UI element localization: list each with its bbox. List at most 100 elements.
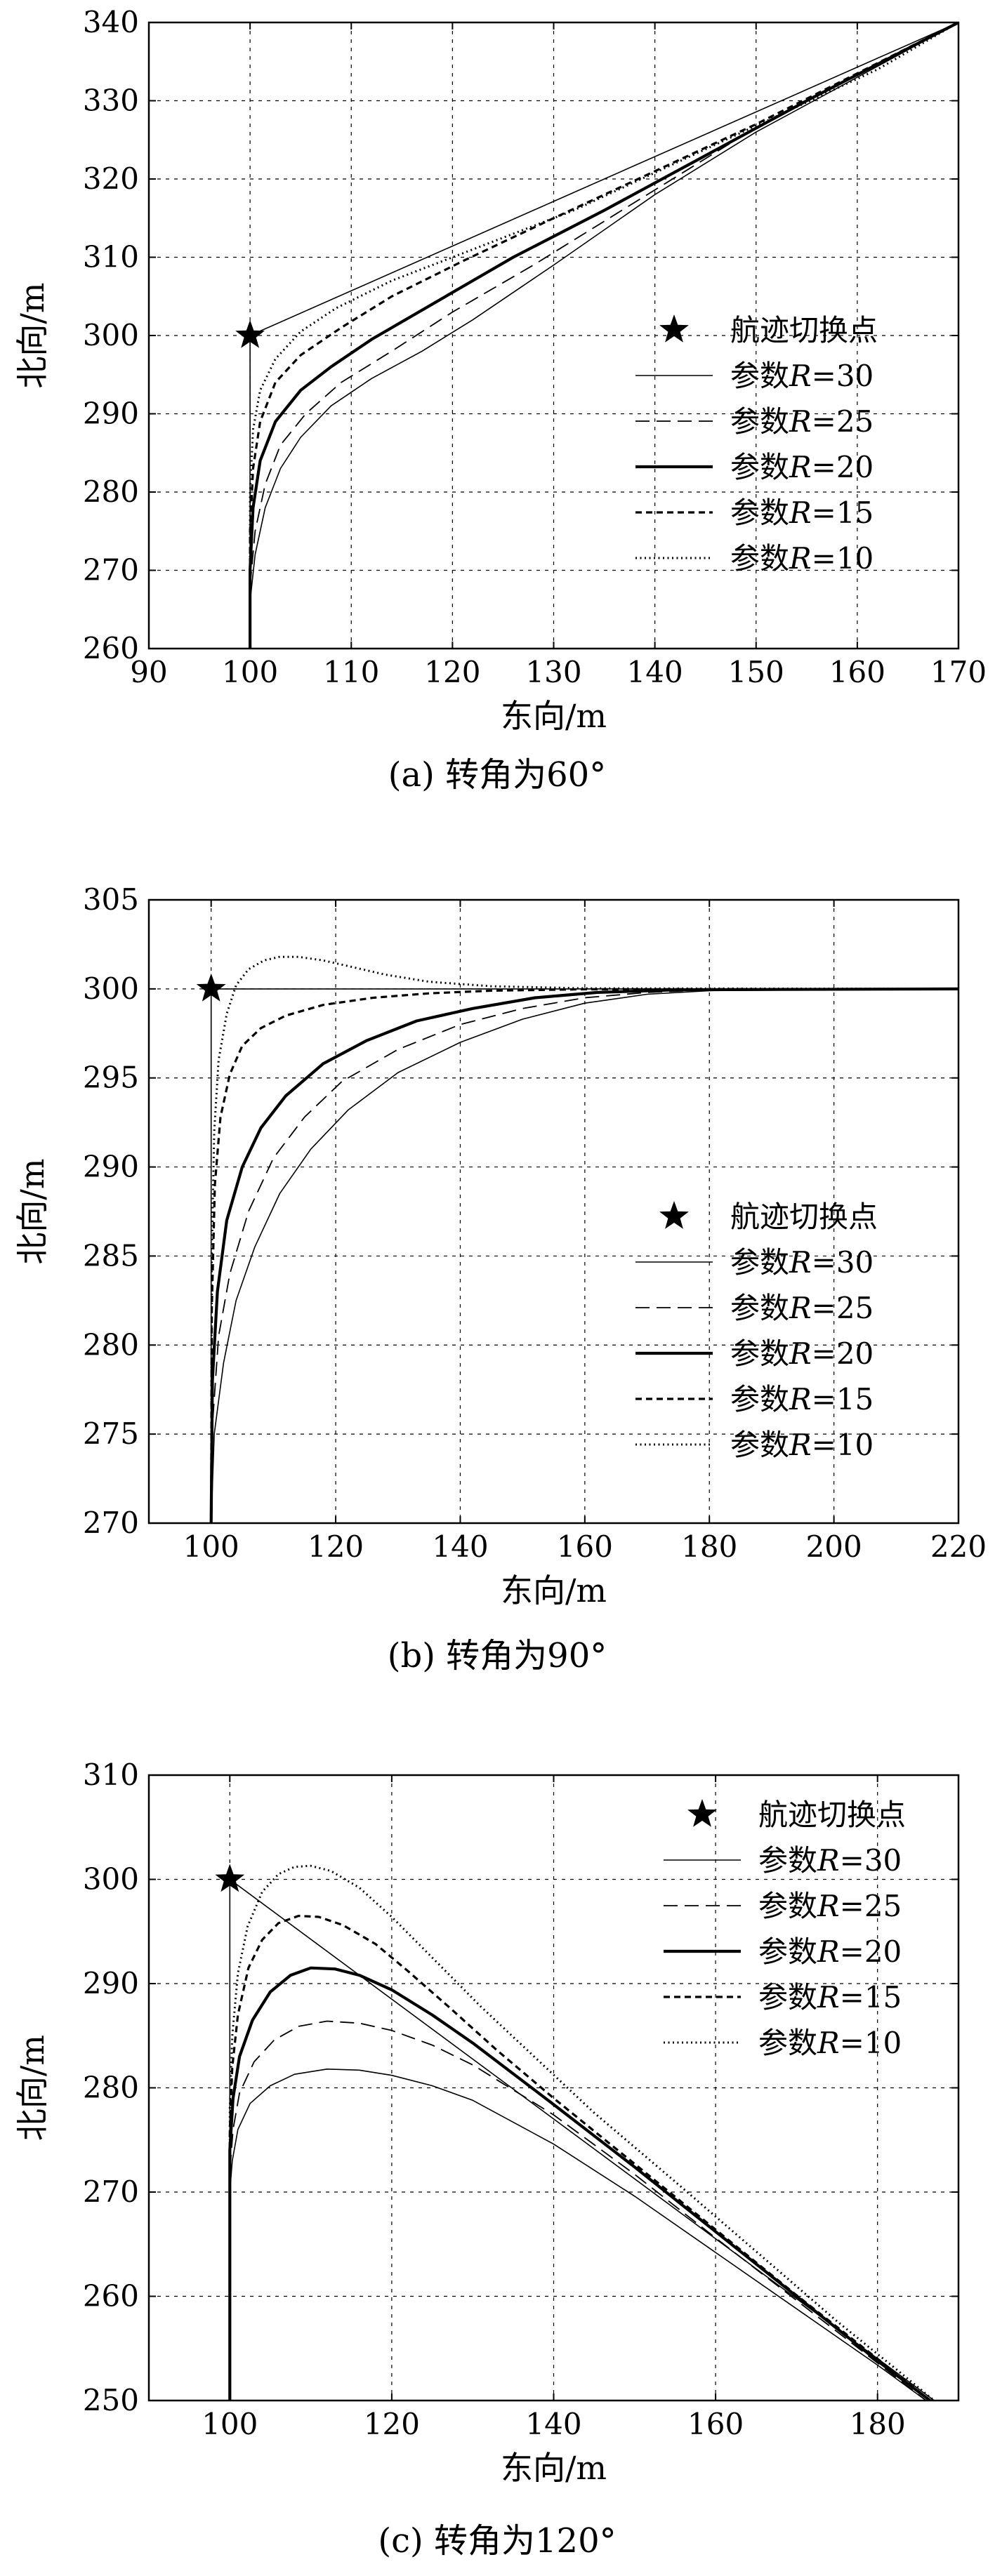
legend-label: 参数R=15 bbox=[730, 496, 874, 530]
legend-label: 参数R=30 bbox=[730, 1245, 874, 1280]
legend-label: 参数R=25 bbox=[730, 404, 874, 439]
legend-label: 参数R=25 bbox=[758, 1889, 902, 1923]
chart-panel: 100 120 140 160 180 250 260 270 280 290 300 310 东向/m… bbox=[13, 1758, 960, 2561]
x-tick-label: 100 bbox=[222, 655, 278, 689]
x-tick-label: 180 bbox=[850, 2407, 906, 2441]
x-tick-label: 140 bbox=[627, 655, 683, 689]
y-tick-label: 260 bbox=[83, 631, 139, 665]
x-tick-label: 130 bbox=[525, 655, 581, 689]
chart-caption: (c) 转角为120° bbox=[378, 2521, 616, 2561]
y-tick-label: 275 bbox=[83, 1416, 139, 1451]
y-tick-label: 270 bbox=[83, 2175, 139, 2209]
y-tick-label: 290 bbox=[83, 1150, 139, 1184]
chart-caption: (b) 转角为90° bbox=[388, 1636, 607, 1675]
x-tick-label: 140 bbox=[525, 2407, 581, 2441]
switch-point-marker bbox=[215, 1864, 245, 1892]
y-tick-label: 280 bbox=[83, 474, 139, 509]
chart-panel: 100 120 140 160 180 200 220 270 275 280 285 290 295 3… bbox=[13, 882, 987, 1675]
series-line bbox=[210, 955, 958, 1523]
legend-label: 参数R=10 bbox=[730, 541, 874, 576]
y-axis-label: 北向/m bbox=[13, 282, 51, 388]
y-tick-label: 270 bbox=[83, 1506, 139, 1540]
legend-label: 参数R=15 bbox=[758, 1980, 902, 2014]
x-axis-label: 东向/m bbox=[501, 697, 607, 735]
axes-frame bbox=[147, 898, 960, 1525]
y-tick-label: 300 bbox=[83, 971, 139, 1006]
y-axis-label: 北向/m bbox=[13, 2035, 51, 2141]
x-tick-label: 220 bbox=[930, 1529, 987, 1564]
legend-label: 航迹切换点 bbox=[730, 1200, 878, 1234]
series-line bbox=[209, 987, 958, 1523]
series-line bbox=[249, 22, 958, 649]
y-tick-label: 300 bbox=[83, 318, 139, 352]
y-tick-label: 270 bbox=[83, 553, 139, 587]
x-tick-label: 100 bbox=[183, 1529, 239, 1564]
series-line bbox=[210, 988, 958, 1523]
x-tick-label: 120 bbox=[424, 655, 480, 689]
y-tick-label: 260 bbox=[83, 2279, 139, 2313]
y-tick-label: 320 bbox=[83, 161, 139, 196]
x-tick-label: 100 bbox=[202, 2407, 258, 2441]
legend-label: 参数R=10 bbox=[758, 2026, 902, 2060]
y-tick-label: 280 bbox=[83, 1327, 139, 1362]
x-tick-label: 200 bbox=[806, 1529, 862, 1564]
x-axis-label: 东向/m bbox=[501, 1572, 607, 1609]
x-tick-label: 160 bbox=[557, 1529, 613, 1564]
x-tick-label: 120 bbox=[364, 2407, 420, 2441]
series-line bbox=[229, 2020, 927, 2401]
y-tick-label: 330 bbox=[83, 84, 139, 118]
y-tick-label: 295 bbox=[83, 1061, 139, 1095]
legend-label: 参数R=20 bbox=[730, 1336, 874, 1371]
series-line bbox=[228, 1966, 931, 2401]
series-line bbox=[249, 22, 958, 649]
legend-label: 航迹切换点 bbox=[758, 1798, 906, 1832]
y-tick-label: 290 bbox=[83, 1966, 139, 2000]
legend-label: 航迹切换点 bbox=[730, 313, 878, 347]
y-tick-label: 300 bbox=[83, 1862, 139, 1897]
chart-panel: 90 100 110 120 130 140 150 160 170 260 270 280 290 30… bbox=[13, 5, 987, 795]
plot-area bbox=[228, 1864, 935, 2401]
x-tick-label: 180 bbox=[681, 1529, 737, 1564]
x-tick-label: 160 bbox=[829, 655, 885, 689]
legend-label: 参数R=20 bbox=[730, 450, 874, 484]
y-tick-label: 250 bbox=[83, 2383, 139, 2417]
legend-star-icon bbox=[659, 1201, 689, 1229]
x-tick-label: 150 bbox=[728, 655, 784, 689]
switch-point-marker bbox=[196, 973, 226, 1002]
legend-star-icon bbox=[659, 314, 689, 343]
switch-point-marker bbox=[235, 320, 265, 348]
legend-label: 参数R=15 bbox=[730, 1382, 874, 1416]
chart-caption: (a) 转角为60° bbox=[388, 755, 606, 795]
series-line bbox=[249, 22, 958, 649]
x-tick-label: 140 bbox=[432, 1529, 488, 1564]
y-tick-label: 310 bbox=[83, 1758, 139, 1792]
legend-label: 参数R=30 bbox=[730, 359, 874, 393]
x-tick-label: 110 bbox=[323, 655, 379, 689]
y-tick-label: 280 bbox=[83, 2071, 139, 2105]
y-tick-label: 305 bbox=[83, 882, 139, 917]
y-tick-label: 340 bbox=[83, 5, 139, 39]
x-tick-label: 120 bbox=[308, 1529, 364, 1564]
y-tick-label: 290 bbox=[83, 397, 139, 431]
legend-label: 参数R=20 bbox=[758, 1934, 902, 1969]
legend-label: 参数R=30 bbox=[758, 1843, 902, 1878]
x-tick-label: 160 bbox=[687, 2407, 744, 2441]
y-tick-label: 310 bbox=[83, 240, 139, 274]
y-tick-label: 285 bbox=[83, 1238, 139, 1273]
series-line bbox=[228, 1914, 931, 2401]
axes-frame bbox=[147, 1774, 960, 2402]
legend-star-icon bbox=[687, 1799, 717, 1827]
series-line bbox=[249, 22, 958, 649]
legend-label: 参数R=10 bbox=[730, 1428, 874, 1462]
legend-label: 参数R=25 bbox=[730, 1291, 874, 1325]
series-line bbox=[210, 988, 958, 1523]
axes-frame bbox=[147, 21, 960, 650]
series-line bbox=[229, 2069, 927, 2401]
series-line bbox=[228, 1864, 935, 2401]
y-axis-label: 北向/m bbox=[13, 1158, 51, 1264]
x-tick-label: 170 bbox=[930, 655, 987, 689]
x-axis-label: 东向/m bbox=[501, 2449, 607, 2487]
